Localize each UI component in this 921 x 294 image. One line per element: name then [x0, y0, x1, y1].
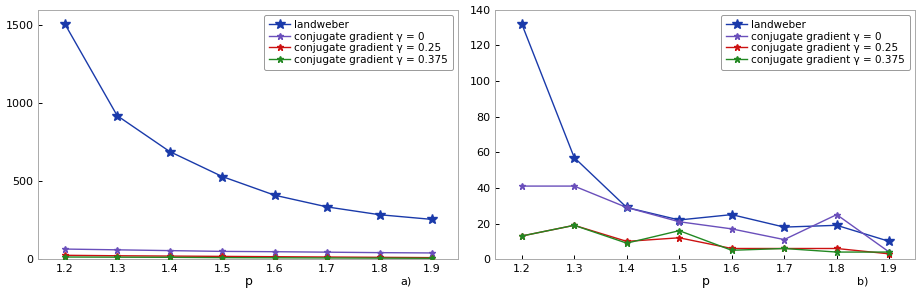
Text: b): b): [857, 276, 869, 286]
conjugate gradient γ = 0: [111, 248, 122, 252]
conjugate gradient γ = 0.375: [321, 256, 332, 260]
conjugate gradient γ = 0: [621, 206, 632, 209]
landweber: [59, 22, 70, 25]
conjugate gradient γ = 0.25: [883, 252, 894, 255]
Line: conjugate gradient γ = 0: conjugate gradient γ = 0: [61, 245, 436, 256]
conjugate gradient γ = 0.375: [778, 247, 789, 250]
landweber: [883, 240, 894, 243]
landweber: [374, 213, 385, 216]
landweber: [726, 213, 737, 216]
conjugate gradient γ = 0.375: [673, 229, 684, 233]
Line: conjugate gradient γ = 0: conjugate gradient γ = 0: [519, 183, 892, 255]
conjugate gradient γ = 0.25: [568, 223, 579, 227]
conjugate gradient γ = 0.25: [621, 240, 632, 243]
conjugate gradient γ = 0.25: [778, 247, 789, 250]
landweber: [426, 218, 437, 221]
landweber: [216, 175, 227, 178]
Line: conjugate gradient γ = 0.25: conjugate gradient γ = 0.25: [519, 222, 892, 257]
conjugate gradient γ = 0.375: [111, 255, 122, 259]
conjugate gradient γ = 0.25: [216, 255, 227, 258]
Legend: landweber, conjugate gradient γ = 0, conjugate gradient γ = 0.25, conjugate grad: landweber, conjugate gradient γ = 0, con…: [721, 15, 910, 70]
conjugate gradient γ = 0.375: [726, 248, 737, 252]
conjugate gradient γ = 0: [568, 184, 579, 188]
conjugate gradient γ = 0.25: [831, 247, 842, 250]
conjugate gradient γ = 0: [831, 213, 842, 216]
X-axis label: p: p: [702, 275, 709, 288]
conjugate gradient γ = 0: [321, 250, 332, 254]
landweber: [621, 206, 632, 209]
conjugate gradient γ = 0.25: [726, 247, 737, 250]
Line: landweber: landweber: [517, 19, 894, 246]
landweber: [269, 193, 280, 197]
conjugate gradient γ = 0.25: [374, 255, 385, 259]
conjugate gradient γ = 0.375: [426, 256, 437, 260]
conjugate gradient γ = 0: [883, 250, 894, 254]
conjugate gradient γ = 0: [726, 227, 737, 231]
Line: conjugate gradient γ = 0.375: conjugate gradient γ = 0.375: [519, 222, 892, 255]
conjugate gradient γ = 0: [516, 184, 527, 188]
landweber: [673, 218, 684, 222]
conjugate gradient γ = 0.25: [269, 255, 280, 258]
conjugate gradient γ = 0.375: [621, 241, 632, 245]
Line: conjugate gradient γ = 0.375: conjugate gradient γ = 0.375: [61, 253, 436, 262]
conjugate gradient γ = 0.375: [883, 250, 894, 254]
conjugate gradient γ = 0.375: [59, 255, 70, 259]
landweber: [164, 150, 175, 153]
conjugate gradient γ = 0.375: [164, 255, 175, 259]
conjugate gradient γ = 0.25: [111, 254, 122, 258]
conjugate gradient γ = 0.375: [269, 256, 280, 260]
landweber: [831, 223, 842, 227]
conjugate gradient γ = 0: [59, 247, 70, 251]
conjugate gradient γ = 0.25: [59, 253, 70, 257]
conjugate gradient γ = 0.25: [164, 254, 175, 258]
conjugate gradient γ = 0.25: [516, 234, 527, 238]
conjugate gradient γ = 0.375: [568, 223, 579, 227]
conjugate gradient γ = 0.375: [374, 256, 385, 260]
Legend: landweber, conjugate gradient γ = 0, conjugate gradient γ = 0.25, conjugate grad: landweber, conjugate gradient γ = 0, con…: [264, 15, 453, 70]
landweber: [568, 156, 579, 159]
conjugate gradient γ = 0: [426, 251, 437, 255]
conjugate gradient γ = 0: [673, 220, 684, 223]
landweber: [778, 225, 789, 229]
conjugate gradient γ = 0.375: [516, 234, 527, 238]
conjugate gradient γ = 0.25: [673, 236, 684, 240]
conjugate gradient γ = 0: [374, 251, 385, 254]
conjugate gradient γ = 0: [216, 250, 227, 253]
conjugate gradient γ = 0: [269, 250, 280, 253]
landweber: [111, 114, 122, 117]
X-axis label: p: p: [244, 275, 252, 288]
landweber: [321, 205, 332, 209]
conjugate gradient γ = 0: [778, 238, 789, 241]
landweber: [516, 22, 527, 26]
conjugate gradient γ = 0.375: [216, 256, 227, 259]
conjugate gradient γ = 0.25: [321, 255, 332, 259]
Line: conjugate gradient γ = 0.25: conjugate gradient γ = 0.25: [61, 252, 436, 261]
Line: landweber: landweber: [60, 19, 437, 224]
conjugate gradient γ = 0.25: [426, 256, 437, 259]
Text: a): a): [401, 276, 412, 286]
conjugate gradient γ = 0.375: [831, 250, 842, 254]
conjugate gradient γ = 0: [164, 249, 175, 252]
